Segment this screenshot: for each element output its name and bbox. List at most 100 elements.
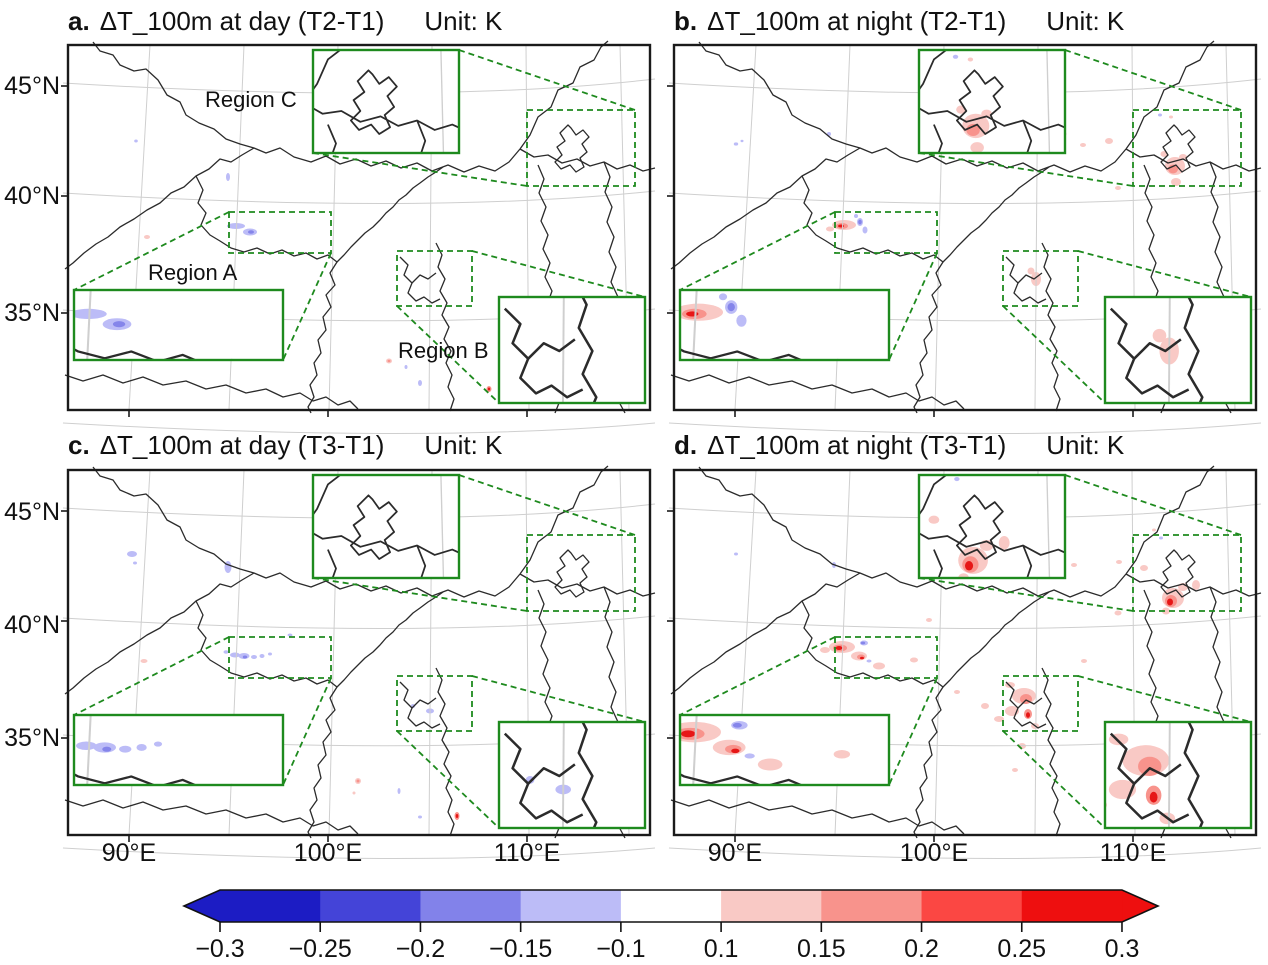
anomaly-patch [418, 815, 422, 819]
anomaly-patch [858, 219, 862, 225]
anomaly-patch [1158, 113, 1162, 117]
lon-label: 100°E [293, 839, 363, 867]
anomaly-patches [734, 528, 1200, 772]
colorbar-segment [721, 890, 822, 922]
anomaly-patch [862, 226, 868, 234]
zoom-inset [313, 475, 459, 578]
anomaly-patch [954, 690, 960, 694]
panel-b-unit: Unit: K [1046, 6, 1125, 36]
colorbar-arrow-left [184, 890, 220, 922]
anomaly-patch [1169, 115, 1173, 119]
lon-label: 90°E [707, 839, 763, 867]
zoom-inset [74, 715, 283, 785]
panel-b-title-text: ΔT_100m at night (T2-T1) [707, 6, 1007, 36]
anomaly-patch [835, 646, 843, 650]
zoom-inset [499, 722, 645, 828]
lon-label: 110°E [1099, 839, 1167, 867]
anomaly-patch [1171, 178, 1181, 186]
anomaly-patch [994, 716, 1004, 722]
panel-c-map [59, 465, 656, 860]
anomaly-patch [455, 814, 459, 818]
anomaly-patch [926, 618, 932, 622]
anomaly-patch [227, 223, 245, 229]
panel-c-title: c. ΔT_100m at day (T3-T1) Unit: K [68, 430, 650, 464]
zoom-inset [74, 290, 283, 360]
lat-label: 45°N [4, 498, 60, 526]
panel-d-title-text: ΔT_100m at night (T3-T1) [707, 430, 1007, 460]
colorbar-arrow-right [1121, 890, 1158, 922]
colorbar-segment [620, 890, 722, 922]
anomaly-patch [733, 142, 739, 146]
anomaly-patch [251, 655, 257, 659]
lon-label: 90°E [101, 839, 157, 867]
lat-label: 40°N [4, 611, 60, 639]
anomaly-patch [1192, 580, 1200, 590]
colorbar-segment [320, 890, 422, 922]
lat-label: 35°N [4, 724, 60, 752]
anomaly-patch [356, 779, 360, 783]
anomaly-patch [287, 633, 293, 637]
anomaly-patch [734, 552, 738, 556]
zoom-inset [1105, 722, 1251, 828]
anomaly-patch [1159, 536, 1163, 540]
lat-label: 45°N [4, 72, 60, 100]
anomaly-patch [1026, 712, 1030, 718]
colorbar-segment [220, 890, 321, 922]
anomaly-patch [134, 139, 138, 143]
zoom-inset [313, 50, 459, 153]
panel-c-unit: Unit: K [424, 430, 503, 460]
panel-a-map: Region C Region A Region B [59, 40, 656, 435]
panel-b-label: b. [674, 6, 698, 36]
anomaly-patch [352, 791, 356, 795]
panel-c-label: c. [68, 430, 90, 460]
anomaly-patch [1167, 598, 1173, 606]
zoom-inset [499, 297, 645, 403]
anomaly-patch [1027, 267, 1035, 275]
anomaly-patch [1179, 154, 1187, 160]
zoom-inset [1105, 297, 1251, 403]
region-label: Region B [398, 338, 489, 363]
anomaly-patch [910, 657, 918, 663]
anomaly-patch [1115, 186, 1121, 190]
lat-label: 35°N [4, 299, 60, 327]
anomaly-patch [397, 788, 401, 794]
anomaly-patch [226, 173, 230, 181]
zoom-inset [919, 50, 1065, 153]
anomaly-patch [1140, 565, 1148, 571]
anomaly-patch [1012, 768, 1018, 772]
colorbar-segment [921, 890, 1023, 922]
anomaly-patch [387, 359, 391, 363]
anomaly-patches [134, 139, 492, 392]
anomaly-patch [248, 230, 254, 234]
anomaly-patches [127, 551, 460, 820]
colorbar-tick-label: 0.25 [997, 935, 1046, 963]
region-label: Region A [148, 260, 238, 285]
lat-label: 40°N [4, 182, 60, 210]
anomaly-patch [144, 235, 150, 239]
anomaly-patch [140, 659, 148, 663]
anomaly-patch [259, 654, 265, 658]
anomaly-patch [740, 139, 744, 143]
colorbar-tick-label: 0.1 [704, 935, 739, 963]
zoom-inset [680, 715, 889, 785]
panel-d-title: d. ΔT_100m at night (T3-T1) Unit: K [674, 430, 1256, 464]
anomaly-patch [866, 659, 872, 663]
zoom-inset [680, 290, 889, 360]
anomaly-patch [1162, 607, 1170, 615]
anomaly-patch [860, 641, 866, 645]
anomaly-patch [127, 551, 137, 557]
colorbar-tick-label: −0.3 [195, 935, 244, 963]
anomaly-patch [487, 387, 491, 391]
anomaly-patch [981, 703, 989, 709]
panel-d-label: d. [674, 430, 698, 460]
panel-a-title: a. ΔT_100m at day (T2-T1) Unit: K [68, 6, 650, 40]
colorbar-tick-label: −0.15 [489, 935, 552, 963]
colorbar-tick-label: −0.1 [596, 935, 645, 963]
anomaly-patch [860, 656, 864, 660]
anomaly-patch [404, 365, 408, 369]
anomaly-patch [1105, 138, 1113, 144]
colorbar-segment [420, 890, 522, 922]
lon-label: 110°E [493, 839, 561, 867]
colorbar: −0.3 −0.25 −0.2 −0.15 −0.1 0.1 0.15 0.2 0.25 0.3 [182, 889, 1160, 963]
